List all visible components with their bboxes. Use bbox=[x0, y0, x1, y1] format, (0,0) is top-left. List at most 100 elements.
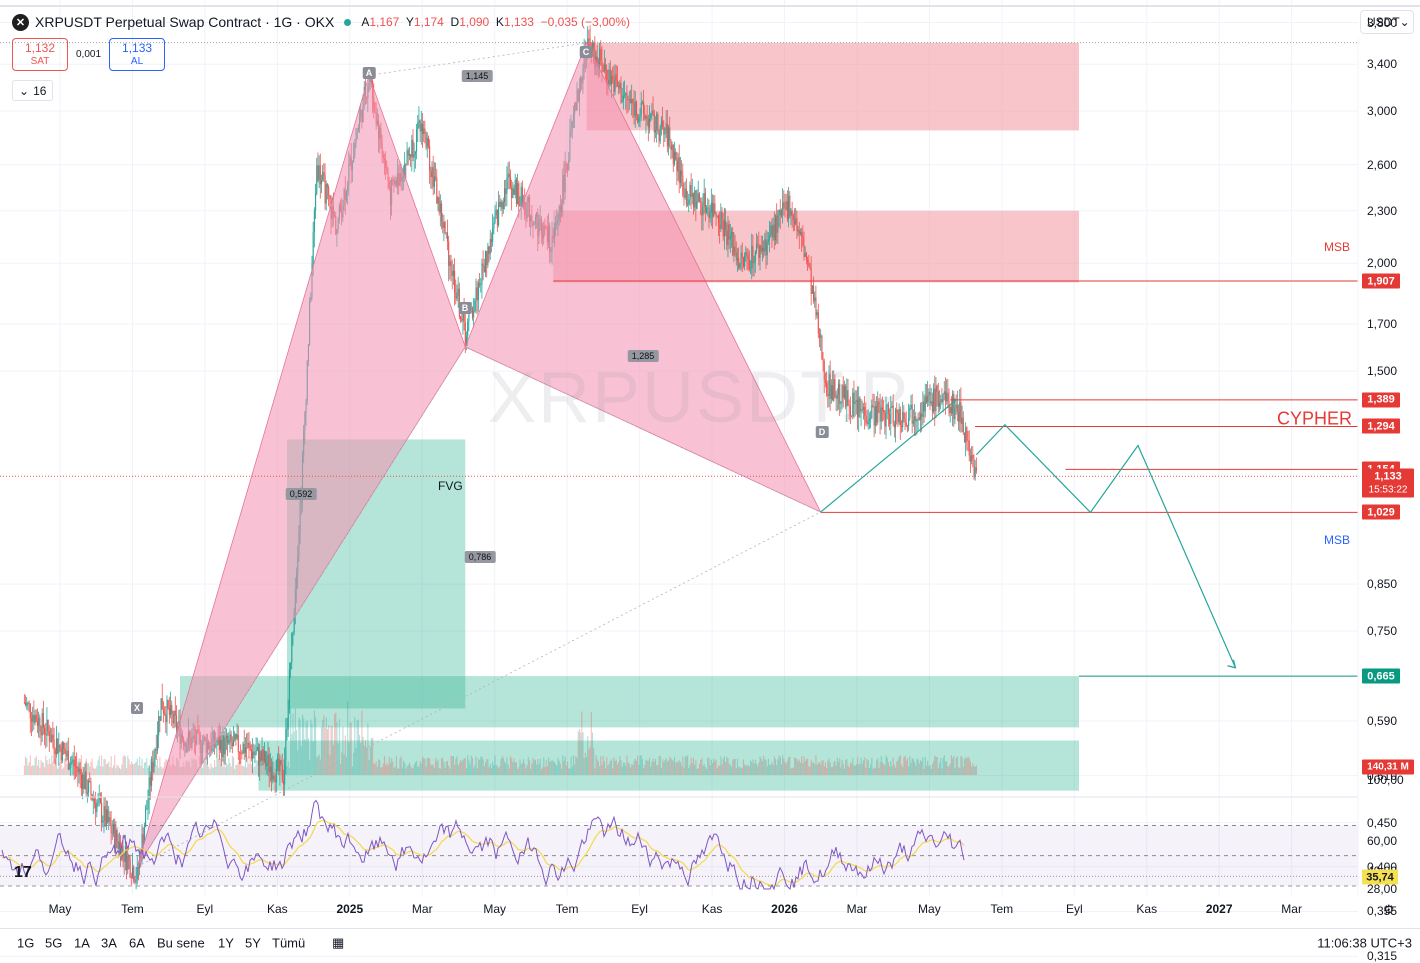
candle-body bbox=[93, 799, 96, 803]
candle-body bbox=[767, 239, 769, 242]
volume-bar bbox=[687, 755, 689, 775]
candle-body bbox=[486, 251, 488, 266]
volume-bar bbox=[54, 759, 56, 775]
volume-bar bbox=[407, 765, 409, 775]
candle-body bbox=[35, 714, 37, 722]
volume-bar bbox=[109, 767, 111, 775]
volume-bar bbox=[263, 758, 266, 775]
volume-bar bbox=[929, 765, 931, 775]
range-button[interactable]: Tümü bbox=[272, 935, 306, 951]
range-button[interactable]: 6A bbox=[129, 935, 145, 951]
volume-bar bbox=[917, 759, 919, 775]
sell-button[interactable]: 1,132 SAT bbox=[12, 38, 68, 71]
candle-body bbox=[834, 378, 836, 396]
range-button[interactable]: 5G bbox=[45, 935, 63, 951]
volume-bar bbox=[474, 764, 476, 775]
volume-bar bbox=[627, 762, 629, 775]
volume-bar bbox=[575, 756, 577, 775]
volume-bar bbox=[887, 762, 890, 775]
candle-body bbox=[628, 99, 630, 101]
candle-body bbox=[803, 244, 805, 257]
volume-bar bbox=[161, 768, 163, 775]
volume-bar bbox=[374, 764, 376, 775]
buy-button[interactable]: 1,133 AL bbox=[109, 38, 166, 71]
candle-body bbox=[909, 408, 911, 419]
volume-bar bbox=[972, 763, 974, 775]
volume-bar bbox=[224, 767, 226, 775]
clock: 11:06:38 UTC+3 bbox=[1317, 935, 1412, 951]
volume-bar bbox=[660, 767, 662, 775]
candle-body bbox=[722, 219, 724, 237]
candle-body bbox=[278, 758, 280, 772]
currency-select[interactable]: USDT ⌄ bbox=[1360, 10, 1414, 34]
calendar-icon[interactable]: ▦ bbox=[332, 935, 345, 950]
indicators-toggle[interactable]: ⌄ 16 bbox=[12, 80, 54, 101]
candle-body bbox=[873, 406, 875, 426]
volume-bar bbox=[369, 746, 371, 775]
candle-body bbox=[771, 225, 773, 238]
volume-bar bbox=[214, 760, 216, 775]
volume-bar bbox=[912, 758, 914, 775]
candle-body bbox=[805, 253, 807, 260]
volume-bar bbox=[515, 761, 517, 775]
volume-bar bbox=[669, 756, 671, 775]
candle-body bbox=[323, 172, 325, 175]
candle-body bbox=[282, 781, 285, 785]
volume-bar bbox=[304, 739, 306, 775]
candle-body bbox=[818, 333, 821, 338]
volume-bar bbox=[514, 762, 516, 775]
volume-bar bbox=[328, 724, 330, 775]
price-axis-label: 3,400 bbox=[1367, 57, 1398, 72]
volume-bar bbox=[124, 756, 126, 775]
volume-bar bbox=[405, 768, 407, 775]
range-button[interactable]: Bu sene bbox=[157, 935, 205, 951]
volume-bar bbox=[367, 723, 369, 775]
volume-bar bbox=[866, 758, 868, 775]
candle-body bbox=[412, 140, 414, 158]
candle-body bbox=[325, 184, 327, 204]
candle-body bbox=[645, 116, 647, 119]
candle-body bbox=[765, 239, 767, 256]
range-button[interactable]: 1A bbox=[74, 935, 90, 951]
range-button[interactable]: 5Y bbox=[245, 935, 261, 951]
volume-bar bbox=[753, 763, 755, 775]
candle-body bbox=[708, 207, 710, 219]
volume-bar bbox=[908, 766, 910, 775]
candle-body bbox=[457, 288, 459, 296]
range-button[interactable]: 3A bbox=[101, 935, 117, 951]
volume-bar bbox=[646, 760, 648, 775]
candle-body bbox=[763, 247, 765, 252]
volume-bar bbox=[785, 763, 787, 775]
candle-body bbox=[411, 140, 413, 158]
candle-body bbox=[265, 751, 267, 766]
volume-bar bbox=[134, 763, 136, 775]
candle-body bbox=[609, 69, 611, 84]
volume-bar bbox=[461, 761, 463, 775]
volume-bar bbox=[155, 765, 157, 775]
candle-body bbox=[320, 180, 323, 185]
volume-bar bbox=[71, 756, 73, 775]
candle-body bbox=[974, 467, 976, 478]
volume-bar bbox=[593, 748, 595, 775]
volume-bar bbox=[644, 764, 646, 775]
volume-bar bbox=[595, 755, 597, 775]
volume-bar bbox=[722, 758, 724, 775]
candle-body bbox=[912, 420, 914, 424]
range-button[interactable]: 1G bbox=[17, 935, 35, 951]
volume-bar bbox=[238, 762, 241, 775]
symbol-title[interactable]: XRPUSDT Perpetual Swap Contract · 1G · O… bbox=[35, 14, 335, 30]
candle-body bbox=[946, 392, 948, 402]
volume-bar bbox=[368, 759, 370, 775]
range-button[interactable]: 1Y bbox=[218, 935, 234, 951]
candle-body bbox=[893, 423, 895, 428]
candle-body bbox=[764, 239, 766, 252]
candle-body bbox=[679, 170, 682, 183]
candle-body bbox=[71, 761, 73, 763]
gear-icon[interactable]: ⚙ bbox=[1383, 902, 1395, 917]
volume-bar bbox=[666, 761, 668, 775]
candle-body bbox=[108, 816, 110, 822]
volume-bar bbox=[212, 768, 214, 775]
volume-bar bbox=[488, 767, 490, 775]
candle-body bbox=[939, 402, 941, 407]
